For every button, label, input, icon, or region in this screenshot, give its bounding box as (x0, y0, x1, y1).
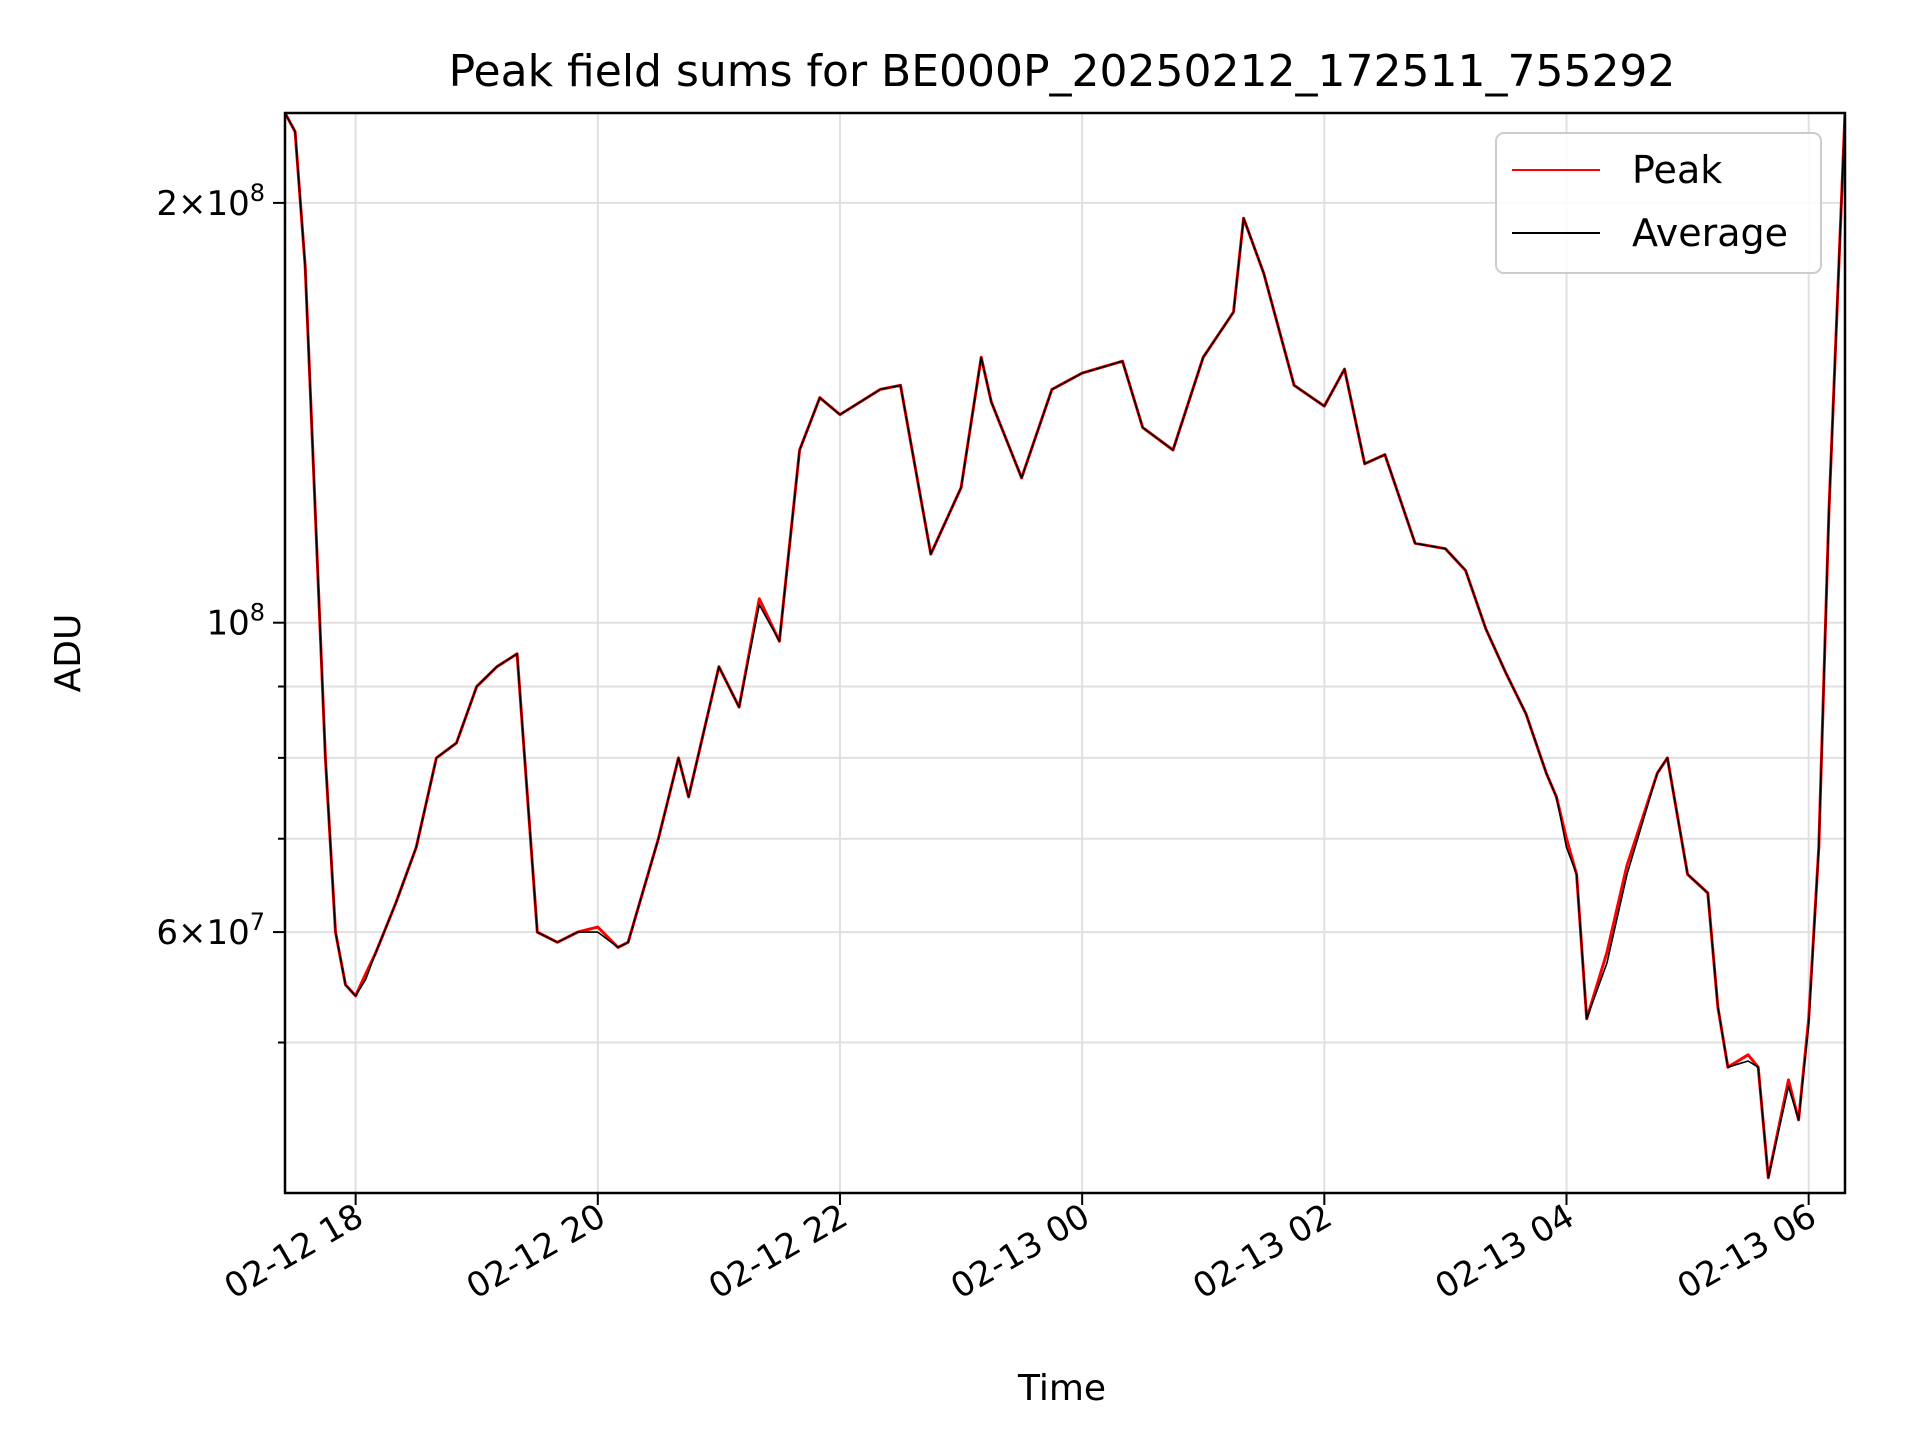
x-tick-label: 02-13 04 (1429, 1196, 1581, 1307)
x-tick-label: 02-12 18 (218, 1196, 370, 1307)
plot-frame (283, 111, 1847, 1195)
y-tick-label: 108 (206, 599, 265, 644)
legend-label-average: Average (1632, 211, 1788, 255)
y-axis-ticks: 6×107 108 2×108 (156, 179, 285, 1044)
x-tick-label: 02-13 00 (944, 1196, 1096, 1307)
y-axis-title: ADU (48, 614, 89, 693)
y-tick-label: 6×107 (156, 908, 265, 953)
series-line-average (285, 113, 1845, 1179)
legend: Peak Average (1495, 132, 1822, 274)
x-tick-label: 02-13 02 (1186, 1196, 1338, 1307)
legend-label-peak: Peak (1632, 148, 1722, 192)
legend-box (1495, 132, 1822, 274)
x-tick-label: 02-12 22 (702, 1196, 854, 1307)
x-tick-label: 02-12 20 (460, 1196, 612, 1307)
plot-series (285, 113, 1845, 1180)
chart-title: Peak field sums for BE000P_20250212_1725… (449, 46, 1676, 97)
y-tick-label: 2×108 (156, 179, 265, 224)
x-axis-ticks: 02-12 18 02-12 20 02-12 22 02-13 00 02-13 02… (218, 1193, 1823, 1307)
x-tick-label: 02-13 06 (1671, 1196, 1823, 1307)
x-axis-title: Time (1017, 1368, 1106, 1409)
grid-lines (285, 113, 1845, 1193)
